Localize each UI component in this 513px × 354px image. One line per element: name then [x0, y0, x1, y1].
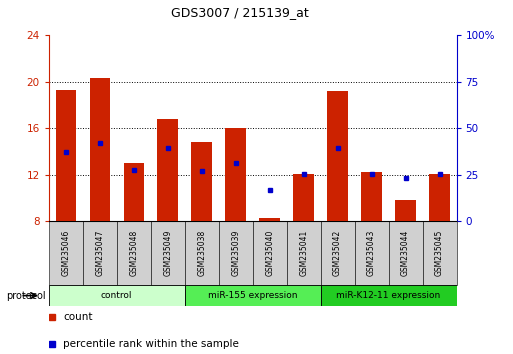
Text: GSM235042: GSM235042 [333, 230, 342, 276]
Text: GSM235038: GSM235038 [197, 230, 206, 276]
Text: GSM235040: GSM235040 [265, 230, 274, 276]
Bar [55, 90, 76, 221]
Bar [117, 221, 151, 285]
Bar [287, 221, 321, 285]
Text: GSM235046: GSM235046 [61, 230, 70, 276]
Bar [361, 172, 382, 221]
Text: GSM235043: GSM235043 [367, 230, 376, 276]
Text: percentile rank within the sample: percentile rank within the sample [63, 339, 239, 349]
Bar [49, 221, 83, 285]
Bar [293, 173, 314, 221]
Bar [354, 221, 389, 285]
Bar [389, 221, 423, 285]
Bar [191, 142, 212, 221]
Bar [157, 119, 178, 221]
Bar [429, 173, 450, 221]
Text: GSM235045: GSM235045 [435, 230, 444, 276]
Bar [396, 200, 416, 221]
Bar [327, 91, 348, 221]
Bar [185, 221, 219, 285]
Bar [83, 221, 116, 285]
Text: GSM235044: GSM235044 [401, 230, 410, 276]
Text: miR-155 expression: miR-155 expression [208, 291, 298, 300]
Bar [219, 221, 252, 285]
Bar [321, 285, 457, 306]
Text: miR-K12-11 expression: miR-K12-11 expression [337, 291, 441, 300]
Text: GSM235041: GSM235041 [299, 230, 308, 276]
Bar [185, 285, 321, 306]
Text: control: control [101, 291, 132, 300]
Text: GSM235039: GSM235039 [231, 230, 240, 276]
Bar [89, 78, 110, 221]
Bar [423, 221, 457, 285]
Bar [260, 218, 280, 221]
Bar [321, 221, 354, 285]
Bar [49, 285, 185, 306]
Text: GDS3007 / 215139_at: GDS3007 / 215139_at [171, 6, 309, 19]
Bar [124, 163, 144, 221]
Text: GSM235047: GSM235047 [95, 230, 104, 276]
Text: GSM235048: GSM235048 [129, 230, 138, 276]
Text: count: count [63, 312, 92, 322]
Bar [252, 221, 287, 285]
Text: protocol: protocol [7, 291, 46, 301]
Bar [151, 221, 185, 285]
Bar [225, 128, 246, 221]
Text: GSM235049: GSM235049 [163, 230, 172, 276]
